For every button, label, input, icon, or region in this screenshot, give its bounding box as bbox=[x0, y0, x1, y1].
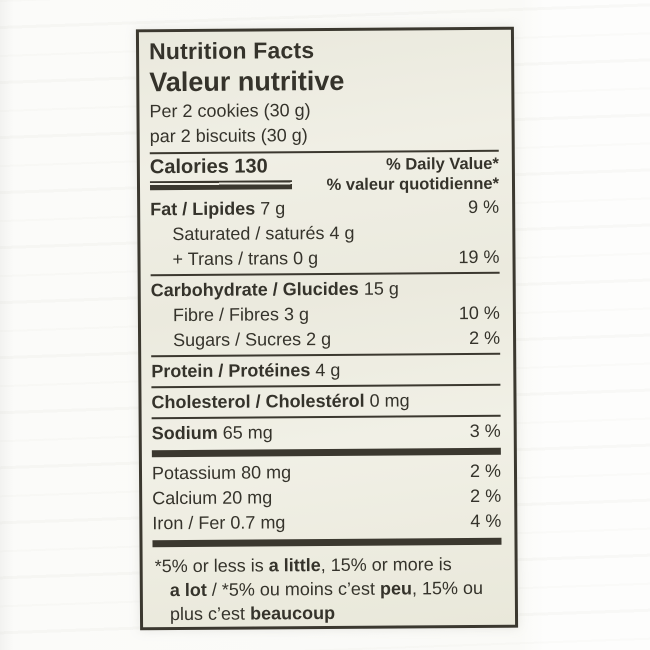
thick-divider bbox=[151, 447, 501, 458]
nutrient-row: Protein / Protéines 4 g bbox=[151, 357, 500, 384]
calories-text: Calories 130 bbox=[150, 154, 292, 179]
calories-label: Calories bbox=[149, 155, 229, 179]
daily-value-header-fr: % valeur quotidienne* bbox=[326, 174, 500, 194]
daily-value-header-en: % Daily Value* bbox=[385, 154, 499, 174]
nutrient-name: Fibre / Fibres 3 g bbox=[172, 304, 310, 326]
calories-underline bbox=[149, 180, 293, 191]
nutrient-name: Protein / Protéines 4 g bbox=[151, 359, 341, 382]
calories-block: Calories 130 bbox=[149, 154, 293, 191]
nutrient-name: Fat / Lipides 7 g bbox=[150, 198, 286, 220]
footnote-line: plus c’est beaucoup bbox=[169, 602, 336, 625]
nutrient-name: Calcium 20 mg bbox=[152, 487, 273, 509]
nutrient-name: Sugars / Sucres 2 g bbox=[173, 328, 332, 351]
calories-header: Calories 130 % Daily Value* % valeur quo… bbox=[150, 153, 499, 197]
nutrient-name: Saturated / saturés 4 g bbox=[172, 222, 355, 245]
title-french: Valeur nutritive bbox=[149, 65, 345, 98]
nutrient-percent: 4 % bbox=[470, 510, 502, 532]
nutrient-name: Potassium 80 mg bbox=[151, 462, 292, 484]
nutrient-percent: 19 % bbox=[458, 246, 500, 268]
nutrient-row: + Trans / trans 0 g 19 % bbox=[150, 245, 499, 272]
footnote-divider bbox=[152, 537, 502, 548]
daily-value-header: % Daily Value* % valeur quotidienne* bbox=[326, 153, 499, 195]
nutrient-row: Calcium 20 mg 2 % bbox=[152, 484, 501, 511]
nutrient-name: + Trans / trans 0 g bbox=[172, 248, 319, 270]
footnote: *5% or less is a little, 15% or more is a… bbox=[153, 549, 503, 626]
title-english: Nutrition Facts bbox=[148, 37, 315, 65]
nutrient-name: Iron / Fer 0.7 mg bbox=[152, 512, 286, 534]
footnote-line: a lot / *5% ou moins c’est peu, 15% ou bbox=[169, 577, 484, 601]
nutrition-facts-label: Nutrition Facts Valeur nutritive Per 2 c… bbox=[135, 26, 519, 631]
nutrient-row: Sugars / Sucres 2 g 2 % bbox=[151, 326, 500, 353]
nutrient-percent: 2 % bbox=[469, 460, 502, 482]
nutrient-row: Saturated / saturés 4 g bbox=[150, 220, 499, 247]
nutrient-row: Sodium 65 mg 3 % bbox=[152, 419, 501, 446]
calories-value: 130 bbox=[234, 155, 268, 178]
nutrient-row: Fibre / Fibres 3 g 10 % bbox=[151, 301, 500, 328]
nutrient-row: Carbohydrate / Glucides 15 g bbox=[151, 276, 500, 303]
nutrient-name: Sodium 65 mg bbox=[151, 422, 273, 444]
nutrient-row: Cholesterol / Cholestérol 0 mg bbox=[151, 388, 500, 415]
nutrient-percent: 3 % bbox=[469, 420, 501, 442]
nutrient-row: Potassium 80 mg 2 % bbox=[152, 459, 501, 486]
serving-size-english: Per 2 cookies (30 g) bbox=[149, 100, 311, 122]
footnote-line: *5% or less is a little, 15% or more is bbox=[154, 554, 452, 577]
nutrient-rows: Fat / Lipides 7 g 9 % Saturated / saturés … bbox=[150, 195, 501, 536]
nutrient-row: Iron / Fer 0.7 mg 4 % bbox=[152, 509, 501, 536]
nutrient-row: Fat / Lipides 7 g 9 % bbox=[150, 195, 499, 222]
nutrient-percent: 2 % bbox=[470, 485, 502, 507]
nutrient-name: Cholesterol / Cholestérol 0 mg bbox=[151, 390, 410, 413]
nutrient-percent: 2 % bbox=[468, 327, 501, 349]
nutrient-name: Carbohydrate / Glucides 15 g bbox=[150, 278, 399, 301]
serving-size-french: par 2 biscuits (30 g) bbox=[149, 125, 308, 147]
nutrient-percent: 9 % bbox=[468, 196, 500, 218]
nutrient-percent: 10 % bbox=[458, 302, 500, 324]
